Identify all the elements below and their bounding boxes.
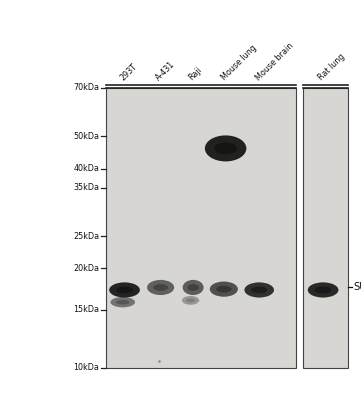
Text: 15kDa: 15kDa — [73, 305, 99, 314]
Text: 70kDa: 70kDa — [73, 84, 99, 92]
Ellipse shape — [116, 300, 130, 304]
Ellipse shape — [210, 282, 238, 297]
Ellipse shape — [308, 282, 339, 298]
Text: 20kDa: 20kDa — [73, 264, 99, 273]
Text: A-431: A-431 — [154, 59, 177, 82]
Text: 40kDa: 40kDa — [73, 164, 99, 173]
Text: Raji: Raji — [187, 65, 204, 82]
Ellipse shape — [244, 282, 274, 298]
Text: SUMO4: SUMO4 — [353, 282, 361, 292]
Ellipse shape — [147, 280, 174, 295]
Ellipse shape — [251, 286, 268, 293]
Text: 35kDa: 35kDa — [73, 183, 99, 192]
Text: Mouse brain: Mouse brain — [253, 41, 295, 82]
Ellipse shape — [216, 286, 231, 292]
Text: 10kDa: 10kDa — [73, 364, 99, 372]
Text: Mouse lung: Mouse lung — [219, 43, 258, 82]
Ellipse shape — [187, 284, 199, 291]
Ellipse shape — [116, 286, 133, 293]
Text: 50kDa: 50kDa — [73, 132, 99, 141]
Ellipse shape — [183, 280, 204, 295]
Ellipse shape — [214, 142, 237, 154]
Ellipse shape — [315, 286, 331, 293]
Ellipse shape — [109, 282, 140, 298]
Ellipse shape — [205, 136, 246, 162]
Ellipse shape — [186, 298, 195, 302]
Bar — [106, 88, 296, 368]
Text: Rat lung: Rat lung — [317, 52, 347, 82]
Text: 25kDa: 25kDa — [73, 232, 99, 241]
Bar — [303, 88, 348, 368]
Ellipse shape — [110, 297, 135, 307]
Text: 293T: 293T — [118, 62, 139, 82]
Ellipse shape — [182, 296, 199, 305]
Ellipse shape — [153, 284, 168, 291]
